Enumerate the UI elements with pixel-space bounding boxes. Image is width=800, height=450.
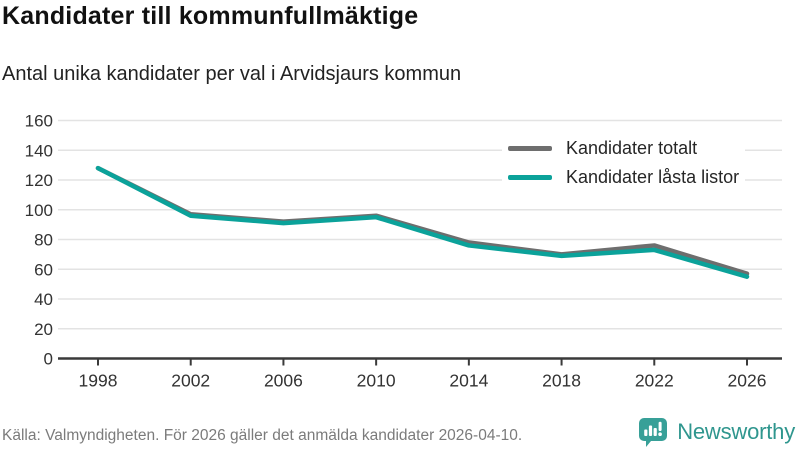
x-axis-tick-label: 2026 — [728, 371, 767, 391]
y-axis-tick-label: 60 — [34, 260, 53, 279]
y-axis-tick-label: 140 — [25, 141, 53, 160]
legend-swatch-totalt — [508, 146, 552, 151]
newsworthy-logo: Newsworthy — [638, 416, 795, 448]
series-line-kandidater-lasta-listor — [95, 165, 750, 279]
newsworthy-icon — [639, 417, 668, 447]
x-axis-tick-label: 1998 — [79, 371, 118, 391]
legend-swatch-lasta-listor — [508, 175, 552, 180]
y-axis-tick-label: 100 — [25, 201, 53, 220]
y-axis-tick-label: 20 — [34, 320, 53, 339]
x-axis-tick-label: 2018 — [542, 371, 581, 391]
legend-item-kandidater-lasta-listor: Kandidater låsta listor — [508, 163, 739, 192]
y-axis-tick-label: 120 — [25, 171, 53, 190]
legend-label-lasta-listor: Kandidater låsta listor — [566, 167, 740, 187]
legend: Kandidater totalt Kandidater låsta listo… — [502, 133, 746, 193]
x-axis-tick-label: 2002 — [171, 371, 210, 391]
x-axis-tick-label: 2006 — [264, 371, 303, 391]
x-axis-tick-label: 2014 — [449, 371, 488, 391]
x-axis-tick-label: 2010 — [357, 371, 396, 391]
x-axis-tick-label: 2022 — [635, 371, 674, 391]
y-axis-tick-label: 0 — [44, 350, 53, 369]
source-note: Källa: Valmyndigheten. För 2026 gäller d… — [2, 427, 523, 444]
legend-label-totalt: Kandidater totalt — [566, 138, 698, 158]
chart-subtitle: Antal unika kandidater per val i Arvidsj… — [2, 63, 462, 85]
y-axis-tick-label: 80 — [34, 231, 53, 250]
chart-title: Kandidater till kommunfullmäktige — [2, 2, 419, 30]
newsworthy-wordmark: Newsworthy — [677, 419, 795, 444]
y-axis-tick-label: 40 — [34, 290, 53, 309]
line-chart-canvas: 0 20 40 60 80 100 120 140 160 1998 2002 2006 2010 201… — [25, 112, 782, 391]
y-axis-tick-label: 160 — [25, 112, 53, 131]
legend-item-kandidater-totalt: Kandidater totalt — [508, 134, 739, 163]
